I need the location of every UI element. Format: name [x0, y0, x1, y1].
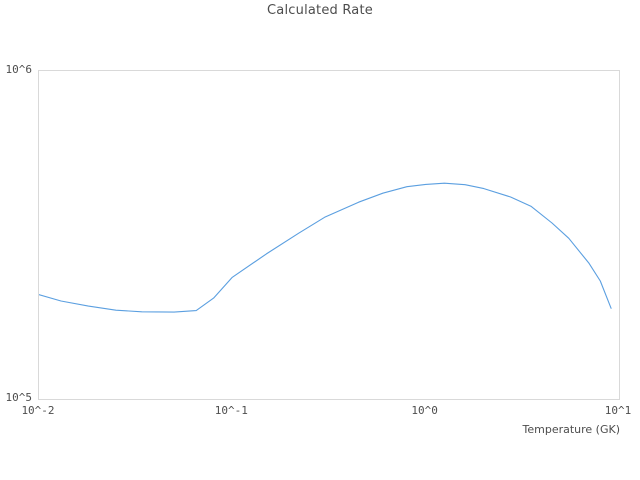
x-tick-label: 10^-1	[214, 404, 248, 417]
rate-curve-canvas	[39, 182, 612, 313]
x-axis-title: Temperature (GK)	[522, 423, 621, 436]
rate-curve-line	[39, 182, 612, 313]
x-tick-label: 10^0	[411, 404, 438, 417]
y-tick-label: 10^6	[5, 63, 33, 76]
chart-title: Calculated Rate	[267, 3, 373, 18]
x-tick-label: 10^1	[604, 404, 632, 417]
plot-area	[38, 70, 620, 400]
y-tick-label: 10^5	[5, 391, 33, 404]
x-tick-label: 10^-2	[21, 404, 55, 417]
